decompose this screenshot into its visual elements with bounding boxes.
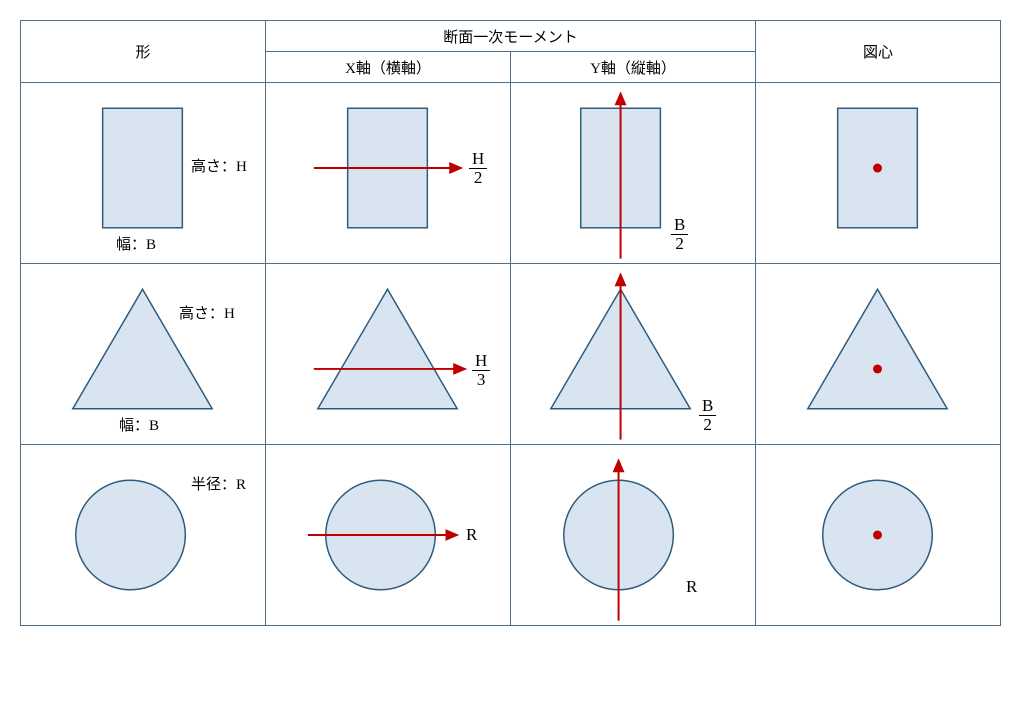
- rect-yaxis-svg: [511, 83, 755, 263]
- header-yaxis: Y軸（縦軸）: [511, 52, 756, 83]
- cell-rect-yaxis: B2: [511, 83, 755, 263]
- tri-yaxis-svg: [511, 264, 755, 444]
- row-rectangle: 高さ：H 幅：B H2 B2: [21, 83, 1001, 264]
- row-circle: 半径：R R R: [21, 445, 1001, 626]
- moment-table: 形 断面一次モーメント 図心 X軸（横軸） Y軸（縦軸） 高さ：H 幅：B H2: [20, 20, 1001, 626]
- rect-width-label: 幅：B: [116, 233, 156, 254]
- circ-y-formula: R: [686, 577, 697, 597]
- tri-height-label: 高さ：H: [179, 302, 235, 323]
- rect-centroid-svg: [756, 83, 1000, 263]
- cell-tri-shape: 高さ：H 幅：B: [21, 264, 265, 444]
- circ-radius-label: 半径：R: [191, 473, 246, 494]
- tri-width-label: 幅：B: [119, 414, 159, 435]
- cell-rect-xaxis: H2: [266, 83, 510, 263]
- cell-rect-shape: 高さ：H 幅：B: [21, 83, 265, 263]
- cell-circ-yaxis: R: [511, 445, 755, 625]
- cell-tri-xaxis: H3: [266, 264, 510, 444]
- rect-y-formula: B2: [671, 216, 688, 254]
- cell-rect-centroid: [756, 83, 1000, 263]
- circ-centroid-svg: [756, 445, 1000, 625]
- header-xaxis: X軸（横軸）: [266, 52, 511, 83]
- circ-shape-svg: [21, 445, 265, 625]
- tri-x-formula: H3: [472, 352, 490, 390]
- tri-y-formula: B2: [699, 397, 716, 435]
- rect-height-label: 高さ：H: [191, 155, 247, 176]
- header-shape: 形: [21, 21, 266, 83]
- cell-circ-xaxis: R: [266, 445, 510, 625]
- cell-tri-yaxis: B2: [511, 264, 755, 444]
- circ-x-formula: R: [466, 525, 477, 545]
- rect-x-formula: H2: [469, 150, 487, 188]
- cell-circ-centroid: [756, 445, 1000, 625]
- cell-tri-centroid: [756, 264, 1000, 444]
- row-triangle: 高さ：H 幅：B H3 B2: [21, 264, 1001, 445]
- circ-yaxis-svg: [511, 445, 755, 625]
- cell-circ-shape: 半径：R: [21, 445, 265, 625]
- header-centroid: 図心: [756, 21, 1001, 83]
- tri-centroid-svg: [756, 264, 1000, 444]
- header-moment: 断面一次モーメント: [266, 21, 756, 52]
